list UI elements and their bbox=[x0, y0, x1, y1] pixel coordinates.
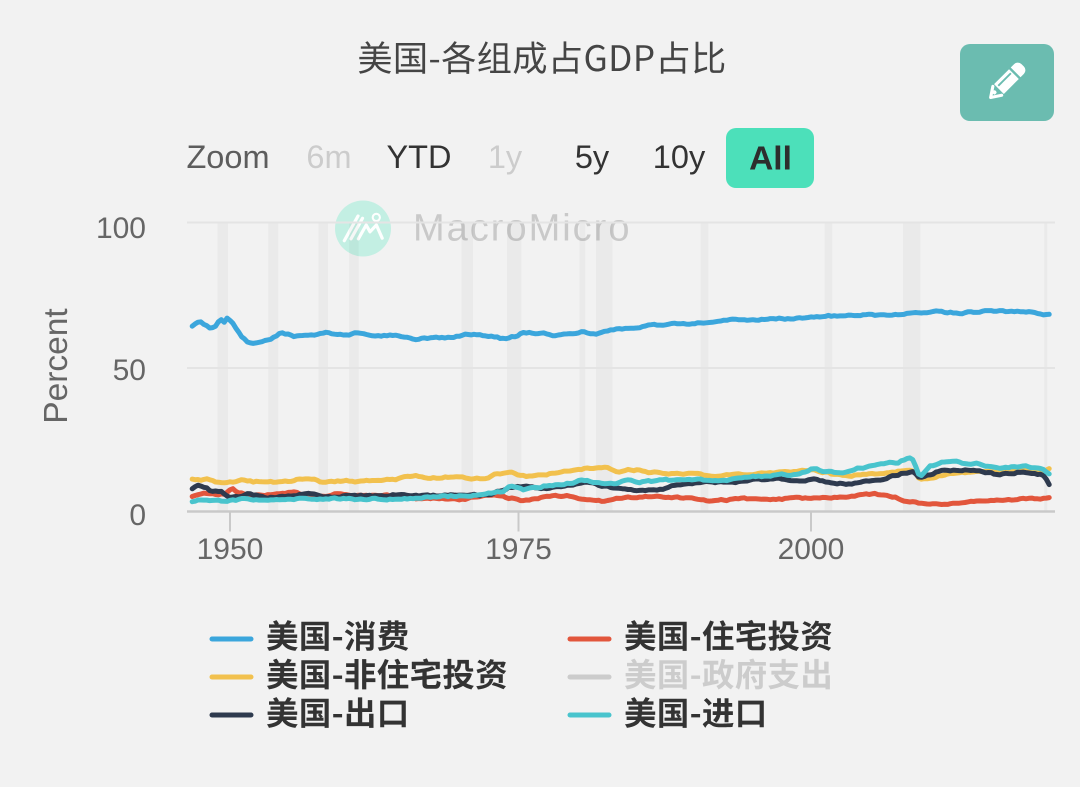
svg-text:1950: 1950 bbox=[197, 533, 264, 566]
svg-text:10y: 10y bbox=[653, 139, 706, 175]
svg-text:5y: 5y bbox=[575, 139, 610, 175]
svg-text:2000: 2000 bbox=[778, 533, 845, 566]
svg-text:6m: 6m bbox=[306, 139, 351, 175]
svg-text:50: 50 bbox=[113, 354, 146, 387]
svg-text:YTD: YTD bbox=[387, 139, 452, 175]
svg-text:MacroMicro: MacroMicro bbox=[413, 208, 631, 250]
svg-text:Zoom: Zoom bbox=[186, 139, 269, 175]
svg-text:Percent: Percent bbox=[38, 308, 75, 424]
svg-text:1y: 1y bbox=[488, 139, 523, 175]
svg-text:0: 0 bbox=[129, 499, 146, 532]
svg-text:1975: 1975 bbox=[485, 533, 552, 566]
svg-text:100: 100 bbox=[96, 212, 146, 245]
svg-text:All: All bbox=[749, 141, 792, 178]
